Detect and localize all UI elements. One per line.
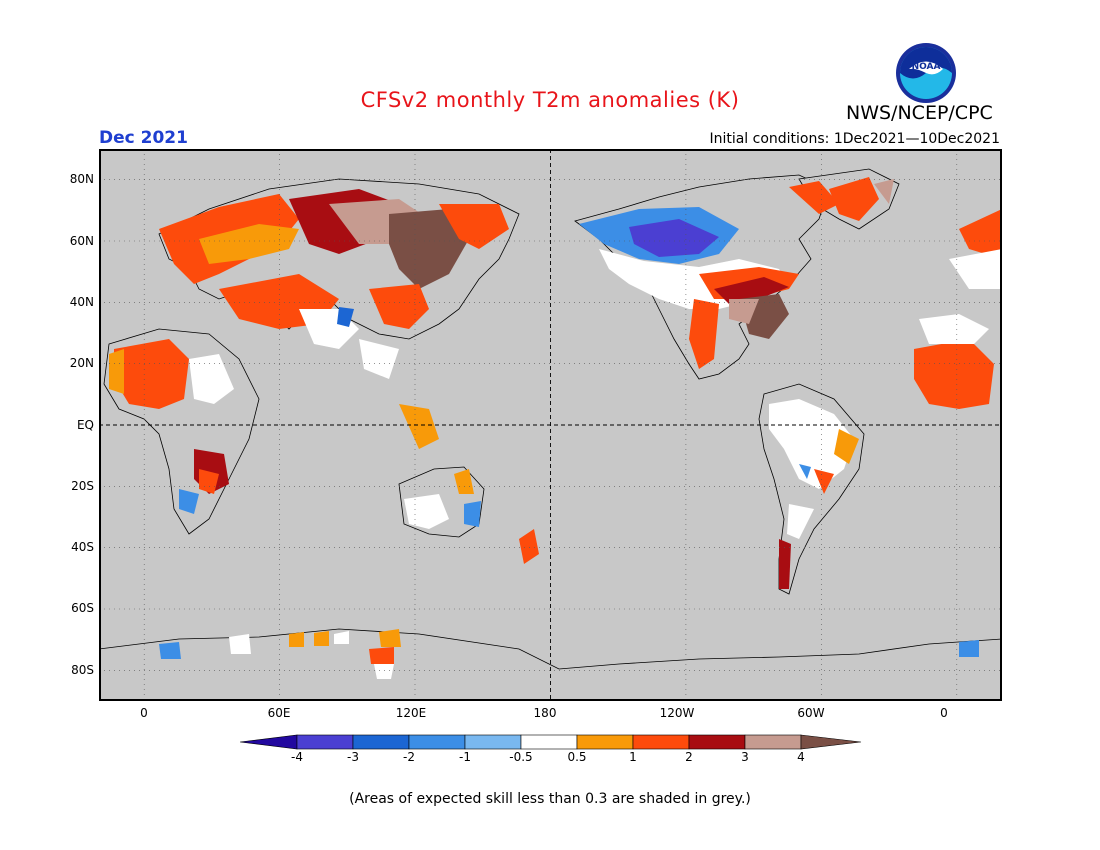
lon-label-180: 180 — [533, 706, 557, 720]
lon-label-60e: 60E — [267, 706, 291, 720]
colorbar — [240, 734, 862, 750]
lat-label-60n: 60N — [69, 234, 94, 248]
colorbar-segment--2--1 — [408, 734, 466, 750]
lon-label-0: 0 — [140, 706, 148, 720]
colorbar-label: 1 — [629, 750, 637, 764]
colorbar-label: 0.5 — [567, 750, 587, 764]
initial-conditions-label: Initial conditions: 1Dec2021—10Dec2021 — [709, 131, 1000, 147]
colorbar-label: 2 — [685, 750, 693, 764]
organization-label: NWS/NCEP/CPC — [846, 102, 993, 124]
colorbar-label: -3 — [347, 750, 359, 764]
lat-label-80s: 80S — [71, 663, 94, 677]
lon-label-120e: 120E — [395, 706, 427, 720]
colorbar-segment-lt-4 — [240, 734, 298, 750]
lon-label-60w: 60W — [797, 706, 825, 720]
map-frame — [99, 149, 1002, 701]
forecast-month-label: Dec 2021 — [99, 128, 188, 148]
lat-label-60s: 60S — [71, 601, 94, 615]
noaa-logo: NOAA — [896, 43, 956, 103]
anomaly-map — [99, 149, 1002, 701]
anomaly-shading — [109, 177, 1002, 679]
skill-footnote: (Areas of expected skill less than 0.3 a… — [349, 791, 751, 807]
colorbar-segment--3--2 — [352, 734, 410, 750]
colorbar-label: -4 — [291, 750, 303, 764]
reference-lines — [99, 149, 1002, 701]
colorbar-segment-2-3 — [688, 734, 746, 750]
colorbar-label: 3 — [741, 750, 749, 764]
lat-label-20s: 20S — [71, 479, 94, 493]
colorbar-segment-1-2 — [632, 734, 690, 750]
colorbar-label: -2 — [403, 750, 415, 764]
lat-label-20n: 20N — [69, 356, 94, 370]
colorbar-segment-gt-4 — [800, 734, 862, 750]
lat-label-40n: 40N — [69, 295, 94, 309]
colorbar-segment--0.5-0.5 — [520, 734, 578, 750]
lat-label-40s: 40S — [71, 540, 94, 554]
colorbar-segment--4--3 — [296, 734, 354, 750]
lon-label-120w: 120W — [659, 706, 695, 720]
colorbar-segment-0.5-1 — [576, 734, 634, 750]
colorbar-segment--1--0.5 — [464, 734, 522, 750]
chart-title: CFSv2 monthly T2m anomalies (K) — [360, 88, 740, 112]
lon-label-0-right: 0 — [940, 706, 948, 720]
colorbar-segment-3-4 — [744, 734, 802, 750]
colorbar-label: -1 — [459, 750, 471, 764]
colorbar-label: -0.5 — [509, 750, 533, 764]
lat-label-80n: 80N — [69, 172, 94, 186]
svg-text:NOAA: NOAA — [912, 62, 941, 72]
colorbar-label: 4 — [797, 750, 805, 764]
lat-label-eq: EQ — [76, 418, 94, 432]
